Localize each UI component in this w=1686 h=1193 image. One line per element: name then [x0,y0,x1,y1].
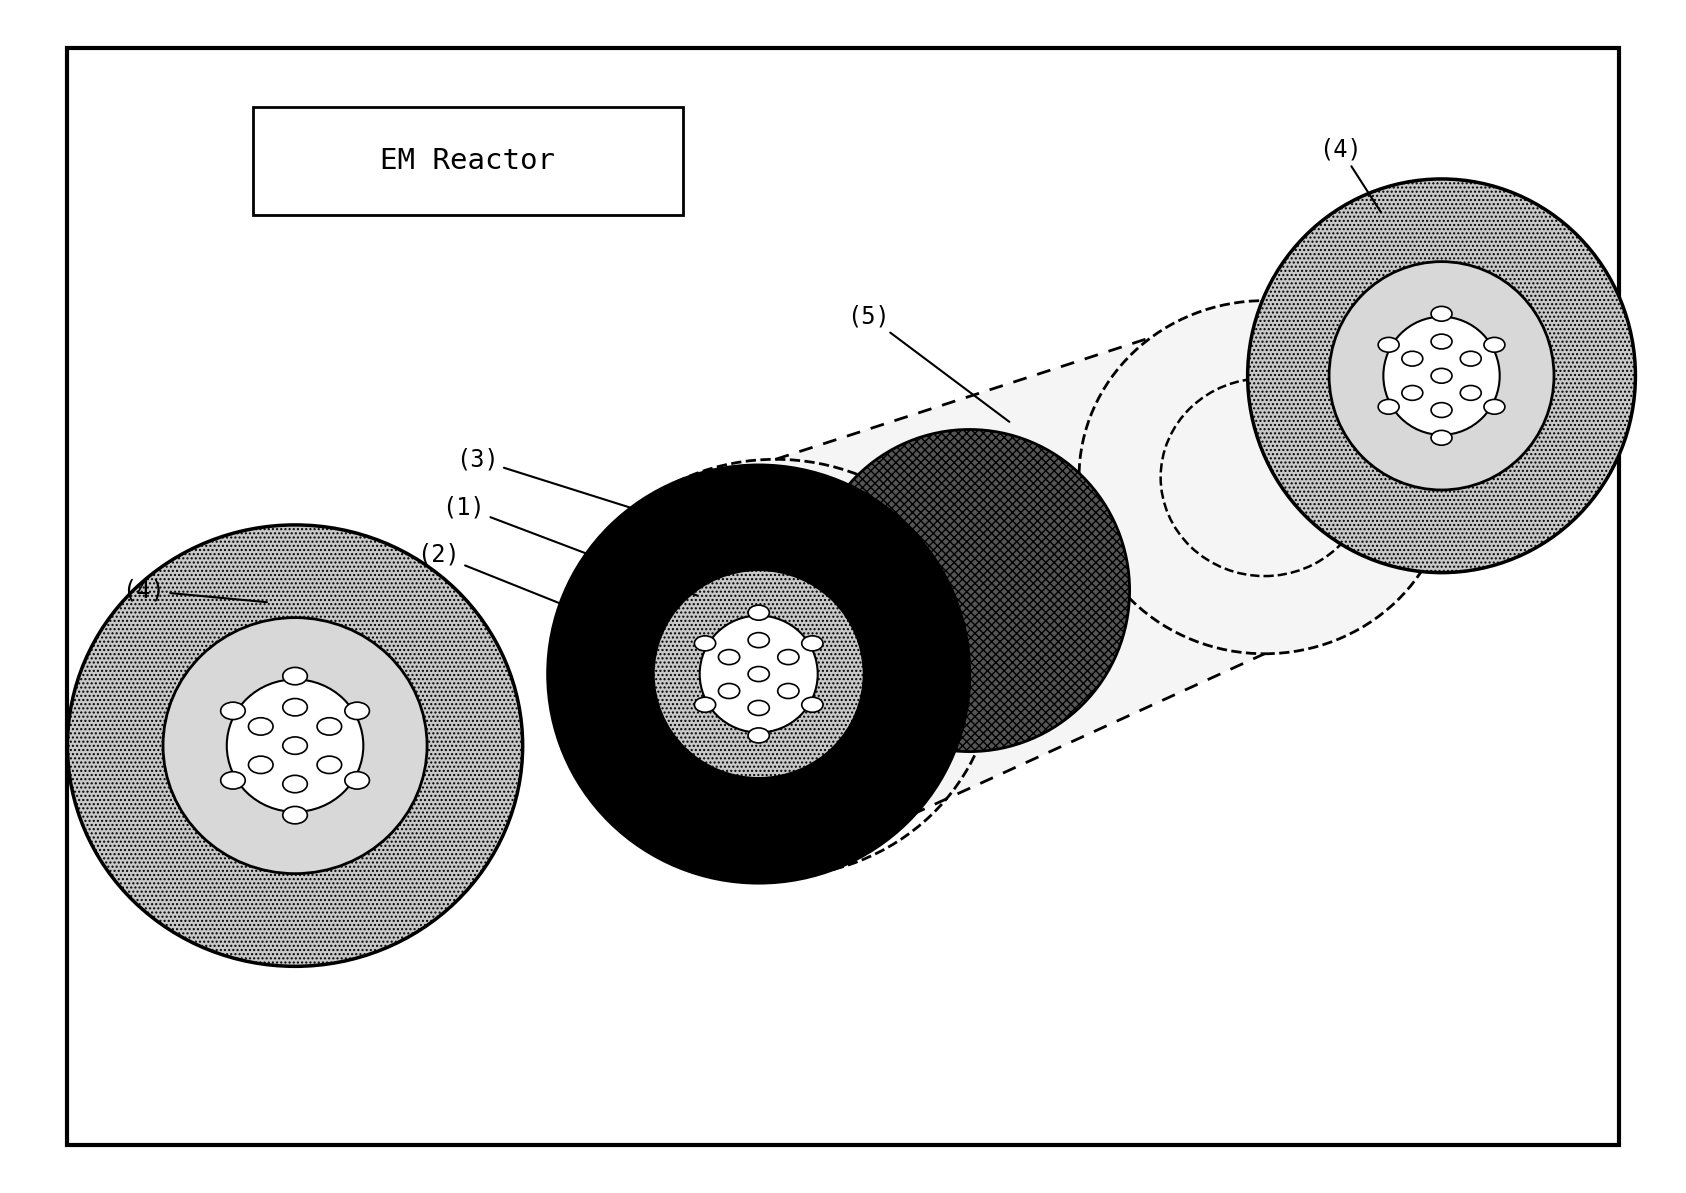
Circle shape [317,756,342,773]
Ellipse shape [654,570,863,778]
Circle shape [346,703,369,719]
Circle shape [803,636,823,651]
Text: (4): (4) [1318,137,1381,212]
Circle shape [749,605,769,620]
Ellipse shape [548,465,969,883]
Circle shape [283,667,307,685]
Circle shape [1460,385,1482,401]
Ellipse shape [1079,301,1450,654]
Circle shape [221,703,244,719]
Circle shape [749,667,769,681]
Text: (1): (1) [442,495,696,595]
Circle shape [1401,351,1423,366]
Circle shape [749,632,769,648]
Circle shape [1431,402,1452,418]
Circle shape [777,684,799,699]
Text: (5): (5) [846,304,1010,422]
Circle shape [718,684,740,699]
Circle shape [1460,351,1482,366]
Circle shape [1431,431,1452,445]
Circle shape [803,697,823,712]
Ellipse shape [809,429,1130,752]
Polygon shape [556,301,1450,877]
Circle shape [1431,334,1452,348]
Ellipse shape [67,525,523,966]
Circle shape [1377,400,1399,414]
Circle shape [283,737,307,754]
FancyBboxPatch shape [67,48,1619,1145]
Circle shape [1484,400,1506,414]
Circle shape [283,806,307,824]
Ellipse shape [1160,378,1369,576]
Circle shape [1431,369,1452,383]
Text: (2): (2) [416,543,629,631]
Circle shape [1401,385,1423,401]
FancyBboxPatch shape [253,107,683,215]
Circle shape [695,636,715,651]
Circle shape [317,718,342,735]
Circle shape [777,649,799,665]
Circle shape [1431,307,1452,321]
Circle shape [695,697,715,712]
Circle shape [283,699,307,716]
Circle shape [248,718,273,735]
Text: (4): (4) [121,579,266,602]
Ellipse shape [1248,179,1635,573]
Ellipse shape [1383,316,1501,434]
Circle shape [248,756,273,773]
Circle shape [718,649,740,665]
Circle shape [749,700,769,716]
Circle shape [221,772,244,789]
Ellipse shape [164,618,427,873]
Circle shape [346,772,369,789]
Circle shape [1484,338,1506,352]
Ellipse shape [700,616,818,733]
Circle shape [1377,338,1399,352]
Text: EM Reactor: EM Reactor [381,147,555,175]
Circle shape [283,775,307,792]
Ellipse shape [1329,261,1554,490]
Circle shape [749,728,769,743]
Text: (3): (3) [455,447,738,542]
Ellipse shape [226,680,364,811]
